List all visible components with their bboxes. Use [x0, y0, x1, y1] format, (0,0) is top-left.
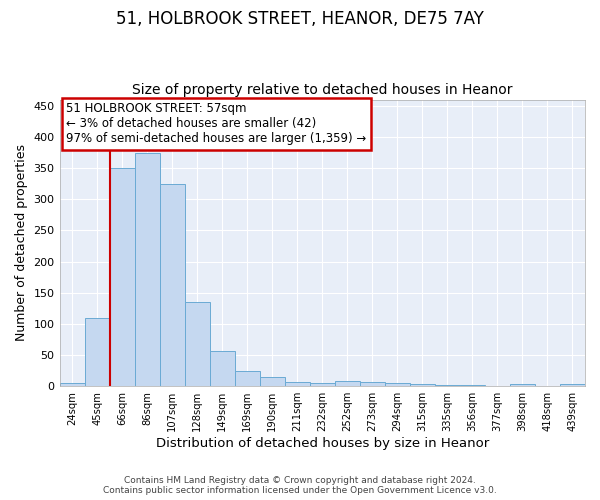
Bar — [335, 381, 360, 386]
Bar — [410, 384, 435, 386]
Bar — [209, 350, 235, 386]
Text: 51 HOLBROOK STREET: 57sqm
← 3% of detached houses are smaller (42)
97% of semi-d: 51 HOLBROOK STREET: 57sqm ← 3% of detach… — [67, 102, 367, 146]
Bar — [160, 184, 185, 386]
Bar — [360, 382, 385, 386]
Bar — [134, 152, 160, 386]
Bar — [385, 383, 410, 386]
Bar — [260, 377, 285, 386]
Text: Contains HM Land Registry data © Crown copyright and database right 2024.
Contai: Contains HM Land Registry data © Crown c… — [103, 476, 497, 495]
Bar — [310, 383, 335, 386]
Bar — [110, 168, 134, 386]
Title: Size of property relative to detached houses in Heanor: Size of property relative to detached ho… — [132, 83, 512, 97]
Bar — [435, 385, 460, 386]
Bar — [235, 370, 260, 386]
Bar — [510, 384, 535, 386]
Bar — [460, 385, 485, 386]
Bar — [560, 384, 585, 386]
Bar — [59, 383, 85, 386]
Y-axis label: Number of detached properties: Number of detached properties — [15, 144, 28, 342]
Bar — [185, 302, 209, 386]
Text: 51, HOLBROOK STREET, HEANOR, DE75 7AY: 51, HOLBROOK STREET, HEANOR, DE75 7AY — [116, 10, 484, 28]
X-axis label: Distribution of detached houses by size in Heanor: Distribution of detached houses by size … — [155, 437, 489, 450]
Bar — [285, 382, 310, 386]
Bar — [85, 318, 110, 386]
